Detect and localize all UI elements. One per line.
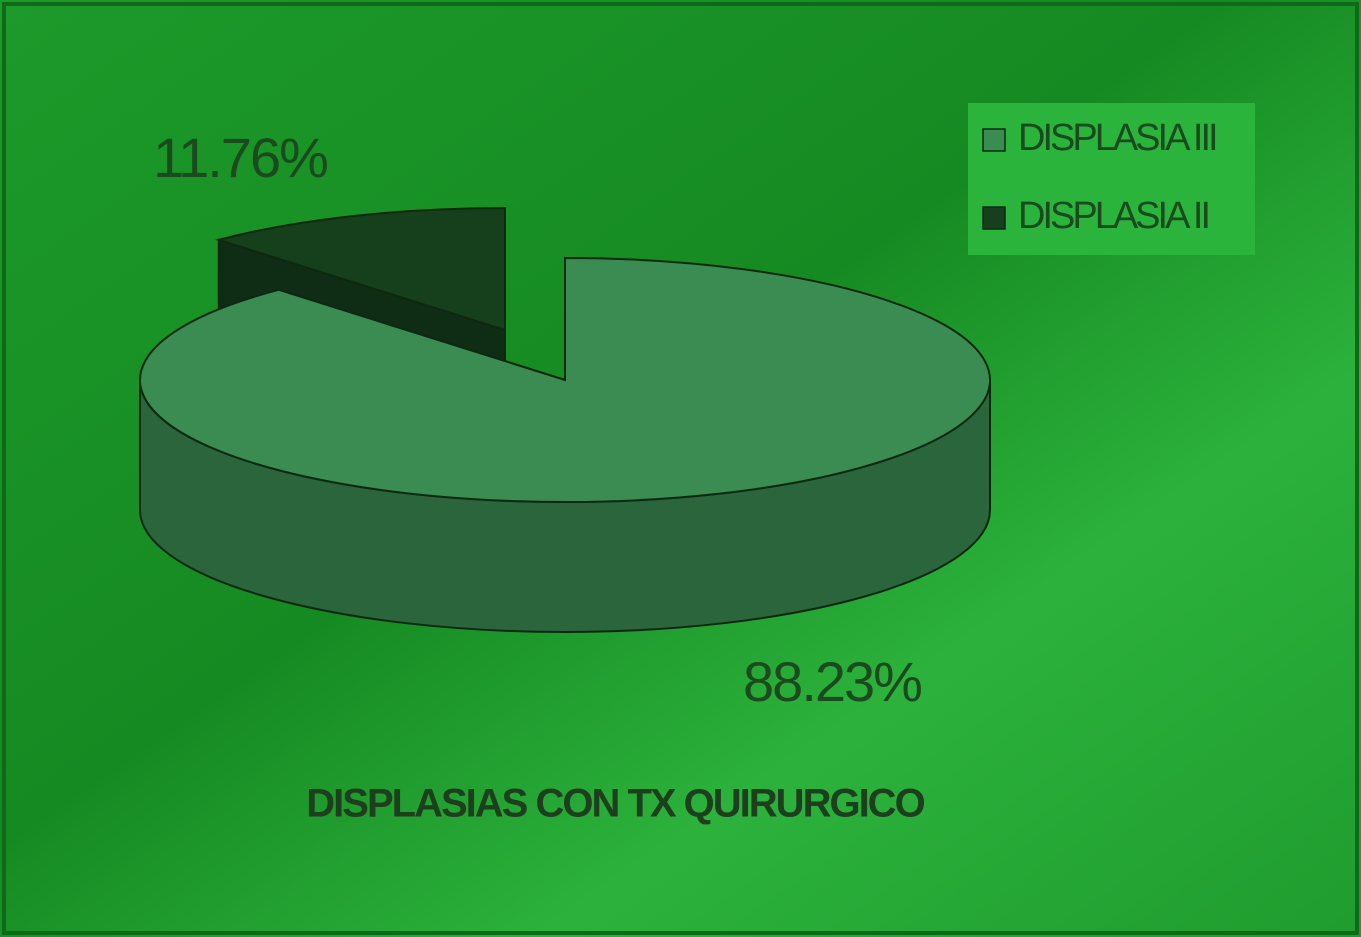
chart-title: DISPLASIAS CON TX QUIRURGICO xyxy=(306,782,924,826)
data-label: 88.23% xyxy=(743,650,921,713)
legend-swatch xyxy=(982,128,1006,152)
pie-slice xyxy=(139,256,991,503)
pie-slice xyxy=(215,206,506,332)
data-label: 11.76% xyxy=(153,126,327,189)
legend-label: DISPLASIA II xyxy=(1018,195,1208,237)
legend: DISPLASIA III DISPLASIA II xyxy=(982,117,1219,237)
legend-label: DISPLASIA III xyxy=(1018,117,1216,159)
legend-swatch xyxy=(982,206,1006,230)
pie xyxy=(139,206,991,633)
legend-box xyxy=(968,103,1255,255)
